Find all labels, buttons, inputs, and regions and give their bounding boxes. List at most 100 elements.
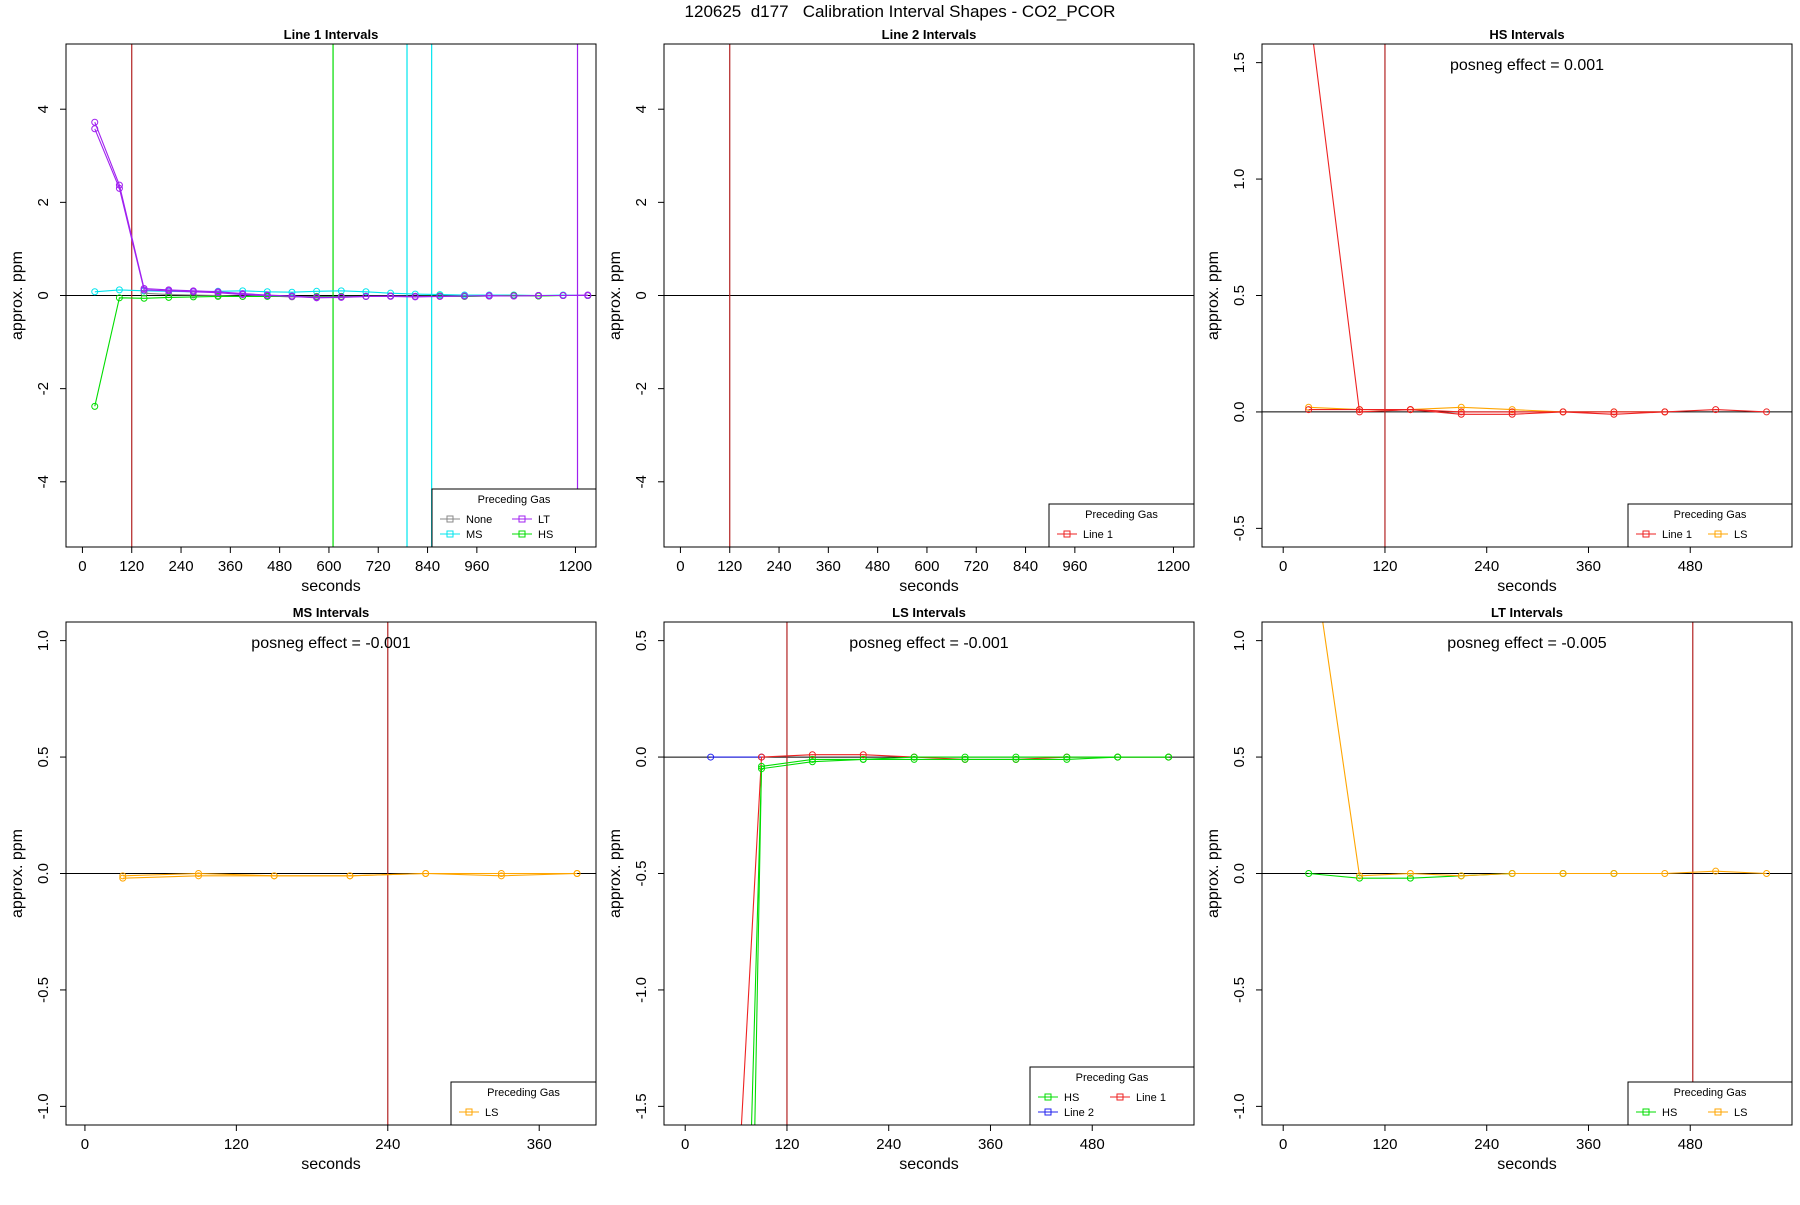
y-tick-label: 0	[633, 291, 650, 299]
x-tick-label: 720	[964, 558, 989, 575]
y-tick-label: 0.0	[1231, 402, 1248, 423]
data-point	[270, 872, 278, 880]
x-tick-label: 0	[78, 558, 86, 575]
x-tick-label: 480	[1678, 1136, 1703, 1153]
x-axis-label: seconds	[899, 1156, 959, 1173]
legend-box	[1627, 503, 1793, 548]
x-tick-label: 120	[774, 1136, 799, 1153]
y-tick-label: 1.0	[1231, 169, 1248, 190]
y-tick-label: 2	[35, 198, 52, 206]
data-point	[497, 870, 505, 877]
legend-entry: LS	[1734, 529, 1747, 541]
plot-area	[1305, 622, 1771, 1125]
legend-marker	[446, 530, 454, 538]
series-line-hs	[754, 756, 1169, 1125]
legend-entry: Line 1	[1136, 1092, 1166, 1104]
data-point	[910, 755, 918, 763]
y-tick-label: 0.0	[633, 747, 650, 768]
data-point	[859, 755, 867, 763]
x-axis-label: seconds	[899, 578, 959, 595]
data-point	[584, 292, 592, 299]
data-point	[411, 293, 419, 301]
data-point	[1012, 753, 1020, 761]
data-point	[707, 753, 715, 761]
x-axis-label: seconds	[301, 578, 361, 595]
y-tick-label: -2	[633, 382, 650, 395]
x-axis-label: seconds	[1497, 1156, 1557, 1173]
y-axis-label: approx. ppm	[607, 829, 624, 918]
x-tick-label: 120	[1372, 1136, 1397, 1153]
plot-frame	[663, 621, 1195, 1126]
x-tick-label: 120	[119, 558, 144, 575]
data-point	[1661, 870, 1669, 877]
x-tick-label: 720	[366, 558, 391, 575]
x-axis-label: seconds	[1497, 578, 1557, 595]
posneg-annotation: posneg effect = 0.001	[1450, 57, 1604, 74]
x-tick-label: 960	[1062, 558, 1087, 575]
data-point	[1508, 870, 1516, 877]
legend-title: Preceding Gas	[1674, 509, 1747, 521]
legend: Preceding Gas HS Line 1 Line 2	[1029, 1066, 1195, 1126]
plot-area	[707, 622, 1173, 1125]
data-point	[91, 125, 99, 133]
y-tick-label: 0.0	[1231, 863, 1248, 884]
data-point	[263, 292, 271, 299]
x-tick-label: 0	[1279, 1136, 1287, 1153]
legend-box	[431, 488, 597, 548]
data-point	[337, 293, 345, 301]
panel-title: LS Intervals	[892, 605, 966, 620]
x-tick-label: 120	[224, 1136, 249, 1153]
data-point	[140, 294, 148, 302]
series-line-ls	[122, 872, 578, 877]
legend-box	[1029, 1066, 1195, 1126]
data-point	[1406, 406, 1414, 414]
panel-4: MS Intervals 0 120 240 360 seconds -1.0 -0.5 0.0…	[9, 605, 597, 1173]
y-tick-label: -0.5	[1231, 515, 1248, 541]
legend-box	[1048, 503, 1195, 548]
x-tick-label: 600	[316, 558, 341, 575]
legend-title: Preceding Gas	[1085, 509, 1158, 521]
data-point	[1763, 870, 1771, 877]
y-tick-label: 4	[35, 105, 52, 113]
legend-marker	[1642, 530, 1650, 538]
legend: Preceding Gas LS	[450, 1081, 597, 1126]
x-tick-label: 360	[978, 1136, 1003, 1153]
data-point	[189, 288, 197, 296]
data-point	[436, 292, 444, 300]
x-tick-label: 240	[1474, 558, 1499, 575]
data-point	[1457, 403, 1465, 411]
data-point	[1763, 408, 1771, 416]
series-line-lt	[94, 121, 588, 298]
data-point	[140, 286, 148, 294]
data-point	[1305, 403, 1313, 411]
y-tick-label: 0.5	[633, 630, 650, 651]
y-axis-label: approx. ppm	[607, 251, 624, 340]
data-point	[165, 287, 173, 295]
legend-marker	[1642, 1108, 1650, 1116]
data-point	[961, 755, 969, 763]
y-tick-label: 0.5	[35, 747, 52, 768]
data-point	[1508, 406, 1516, 414]
data-point	[1457, 872, 1465, 880]
data-point	[1610, 410, 1618, 418]
y-tick-label: -0.5	[1231, 977, 1248, 1003]
y-tick-label: -1.0	[1231, 1093, 1248, 1119]
data-point	[115, 294, 123, 302]
x-tick-label: 600	[914, 558, 939, 575]
x-tick-label: 240	[1474, 1136, 1499, 1153]
data-point	[485, 292, 493, 300]
legend-entry: LS	[485, 1107, 498, 1119]
data-point	[1508, 410, 1516, 418]
series-line-line-1	[1308, 409, 1665, 413]
data-point	[808, 751, 816, 759]
x-tick-label: 1200	[1157, 558, 1190, 575]
data-point	[1165, 753, 1173, 761]
x-tick-label: 240	[767, 558, 792, 575]
y-tick-label: 1.0	[35, 630, 52, 651]
legend-entry: HS	[538, 529, 553, 541]
panel-title: Line 1 Intervals	[284, 27, 379, 42]
data-point	[288, 292, 296, 300]
